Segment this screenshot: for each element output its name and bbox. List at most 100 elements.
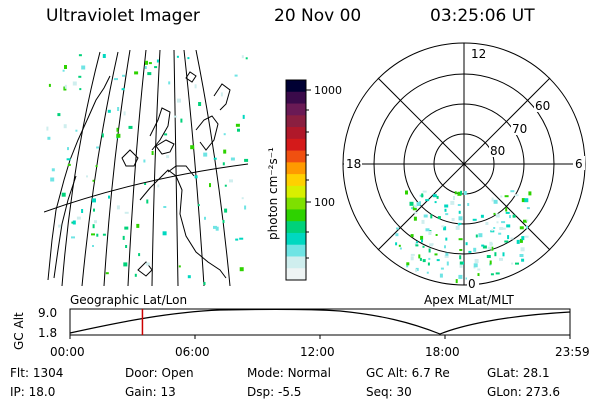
emission-pixel: [418, 254, 421, 259]
emission-pixel: [223, 133, 226, 136]
emission-pixel: [123, 111, 126, 116]
emission-pixel: [430, 214, 433, 219]
emission-pixel: [509, 215, 511, 219]
emission-pixel: [432, 194, 437, 198]
mlt-label-6: 6: [575, 157, 583, 171]
emission-pixel: [482, 245, 487, 249]
emission-pixel: [491, 197, 494, 202]
emission-pixel: [493, 227, 496, 229]
emission-pixel: [460, 190, 463, 195]
emission-pixel: [521, 236, 525, 241]
instrument-title: Ultraviolet Imager: [46, 6, 200, 26]
emission-pixel: [502, 252, 505, 257]
emission-pixel: [122, 235, 125, 240]
param-dsp: Dsp: -5.5: [247, 385, 302, 399]
emission-pixel: [494, 252, 497, 257]
emission-pixel: [61, 192, 66, 197]
param-mode: Mode: Normal: [247, 366, 331, 380]
emission-pixel: [505, 207, 508, 212]
emission-pixel: [491, 246, 494, 251]
emission-pixel: [230, 157, 235, 161]
emission-pixel: [138, 253, 141, 257]
emission-pixel: [242, 114, 245, 119]
emission-pixel: [204, 216, 206, 220]
emission-pixel: [116, 205, 120, 210]
emission-pixel: [102, 54, 106, 58]
emission-pixel: [222, 162, 225, 166]
emission-pixel: [528, 191, 532, 196]
param-gc-alt: GC Alt: 6.7 Re: [366, 366, 450, 380]
emission-pixel: [410, 256, 414, 261]
emission-pixel: [94, 220, 97, 224]
emission-pixel: [465, 242, 468, 246]
emission-pixel: [459, 249, 463, 251]
emission-pixel: [145, 60, 148, 65]
emission-pixel: [239, 267, 244, 272]
emission-pixel: [519, 254, 524, 257]
emission-pixel: [125, 245, 128, 248]
emission-pixel: [454, 191, 457, 195]
emission-pixel: [495, 272, 500, 275]
emission-pixel: [490, 273, 494, 276]
emission-pixel: [445, 237, 448, 241]
emission-pixel: [514, 194, 519, 197]
colorbar-band: [286, 244, 306, 257]
emission-pixel: [510, 237, 514, 240]
emission-pixel: [234, 74, 238, 77]
colorbar-band: [286, 80, 306, 93]
emission-pixel: [457, 191, 462, 196]
emission-pixel: [477, 268, 481, 271]
emission-pixel: [445, 252, 449, 256]
emission-pixel: [453, 196, 455, 200]
emission-pixel: [66, 158, 71, 161]
emission-pixel: [421, 219, 425, 224]
emission-pixel: [450, 200, 455, 205]
polar-emission-pixels: [395, 190, 532, 284]
emission-pixel: [521, 198, 525, 203]
emission-pixel: [428, 248, 431, 253]
emission-pixel: [526, 225, 528, 229]
emission-pixel: [426, 271, 429, 274]
emission-pixel: [241, 55, 244, 59]
emission-pixel: [414, 211, 418, 214]
emission-pixel: [444, 245, 446, 249]
emission-pixel: [502, 227, 506, 230]
polar-plot: [342, 42, 586, 286]
emission-pixel: [176, 55, 179, 58]
colorbar-band: [286, 256, 306, 269]
emission-pixel: [124, 211, 129, 214]
emission-pixel: [92, 224, 95, 229]
emission-pixel: [128, 125, 133, 129]
emission-pixel: [473, 247, 477, 252]
emission-pixel: [78, 54, 82, 57]
emission-pixel: [50, 177, 55, 182]
emission-pixel: [505, 211, 510, 214]
emission-pixel: [116, 133, 121, 138]
emission-pixel: [459, 255, 462, 260]
emission-pixel: [72, 220, 76, 225]
emission-pixel: [145, 262, 150, 266]
emission-pixel: [428, 231, 432, 235]
timeline-y-tick-min: 1.8: [38, 326, 58, 340]
colorbar-band: [286, 103, 306, 116]
date-label: 20 Nov 00: [274, 6, 362, 26]
colorbar-band: [286, 197, 306, 210]
emission-pixel: [148, 62, 152, 65]
emission-pixel: [108, 195, 110, 199]
emission-pixel: [458, 274, 463, 279]
lat-label-60: 60: [535, 99, 550, 113]
emission-pixel: [458, 216, 463, 221]
emission-pixel: [164, 133, 168, 136]
emission-pixel: [156, 59, 159, 63]
emission-pixel: [415, 206, 418, 208]
emission-pixel: [472, 218, 477, 221]
emission-pixel: [187, 275, 191, 279]
emission-pixel: [510, 190, 515, 193]
emission-pixel: [406, 262, 410, 266]
emission-pixel: [519, 238, 523, 243]
colorbar-band: [286, 185, 306, 199]
emission-pixel: [245, 57, 248, 60]
emission-pixel: [444, 204, 449, 208]
emission-pixel: [458, 210, 461, 214]
